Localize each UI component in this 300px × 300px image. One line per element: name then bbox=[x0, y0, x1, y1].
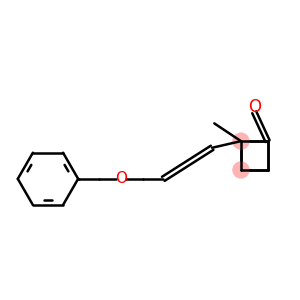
Circle shape bbox=[233, 133, 249, 149]
Text: O: O bbox=[115, 171, 127, 186]
Circle shape bbox=[233, 162, 249, 178]
Text: O: O bbox=[248, 98, 261, 116]
